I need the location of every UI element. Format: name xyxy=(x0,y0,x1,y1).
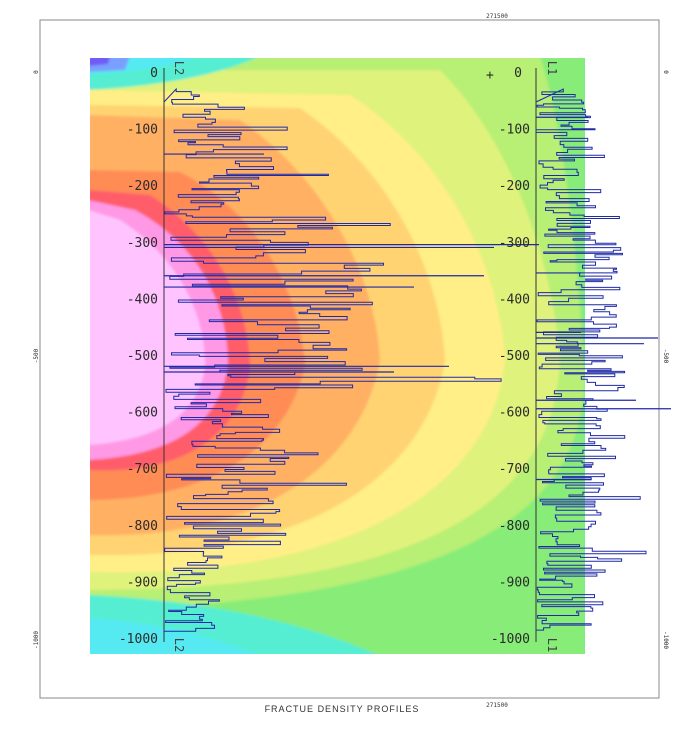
depth-tick-label: -100 xyxy=(127,123,158,138)
depth-tick-label: -700 xyxy=(499,462,530,477)
chart-title: FRACTUE DENSITY PROFILES xyxy=(265,704,420,714)
depth-tick-label: -500 xyxy=(127,349,158,364)
depth-tick-label: -600 xyxy=(499,406,530,421)
fracture-density-bars xyxy=(163,87,502,632)
well-l2-top-label: L2 xyxy=(172,61,186,75)
depth-tick-label: -500 xyxy=(499,349,530,364)
depth-tick-label: 0 xyxy=(150,66,158,81)
well-l2-bottom-label: L2 xyxy=(172,638,186,652)
map-coordinate-top: 271500 xyxy=(486,13,508,20)
depth-tick-label: -200 xyxy=(127,179,158,194)
depth-tick-label: -400 xyxy=(127,292,158,307)
depth-tick-label: -300 xyxy=(127,236,158,251)
left-margin-label-1000: -1000 xyxy=(33,631,40,649)
depth-tick-label: -100 xyxy=(499,123,530,138)
depth-tick-label: 0 xyxy=(514,66,522,81)
right-margin-label-1000: -1000 xyxy=(662,631,669,649)
map-frame xyxy=(39,19,660,699)
right-margin-label-0: 0 xyxy=(662,70,669,74)
depth-tick-label: -900 xyxy=(127,575,158,590)
depth-tick-label: -300 xyxy=(499,236,530,251)
depth-tick-label: -600 xyxy=(127,406,158,421)
well-l1-side-marker: + xyxy=(486,68,494,83)
depth-tick-label: -700 xyxy=(127,462,158,477)
depth-tick-label: -800 xyxy=(499,519,530,534)
depth-axis-l2: 0 -100 -200 -300 -400 -500 -600 -700 -800 -900 -10… xyxy=(119,66,158,647)
well-l1-bottom-label: L1 xyxy=(545,638,559,652)
depth-tick-label: -1000 xyxy=(491,632,530,647)
map-coordinate-bottom: 271500 xyxy=(486,702,508,709)
left-margin-label-0: 0 xyxy=(33,70,40,74)
depth-axis-l1: -100 -200 -300 -400 -500 -600 -700 -800 -900 -100… xyxy=(491,66,530,647)
depth-tick-label: -900 xyxy=(499,575,530,590)
well-l1-top-label: L1 xyxy=(545,61,559,75)
depth-tick-label: -200 xyxy=(499,179,530,194)
right-margin-label-500: -500 xyxy=(662,349,669,364)
fracture-density-bars xyxy=(535,88,647,631)
well-l2 xyxy=(163,68,539,642)
well-l1 xyxy=(535,68,671,642)
depth-tick-label: -1000 xyxy=(119,632,158,647)
left-margin-label-500: -500 xyxy=(33,348,40,363)
depth-tick-label: -800 xyxy=(127,519,158,534)
depth-tick-label: -400 xyxy=(499,292,530,307)
